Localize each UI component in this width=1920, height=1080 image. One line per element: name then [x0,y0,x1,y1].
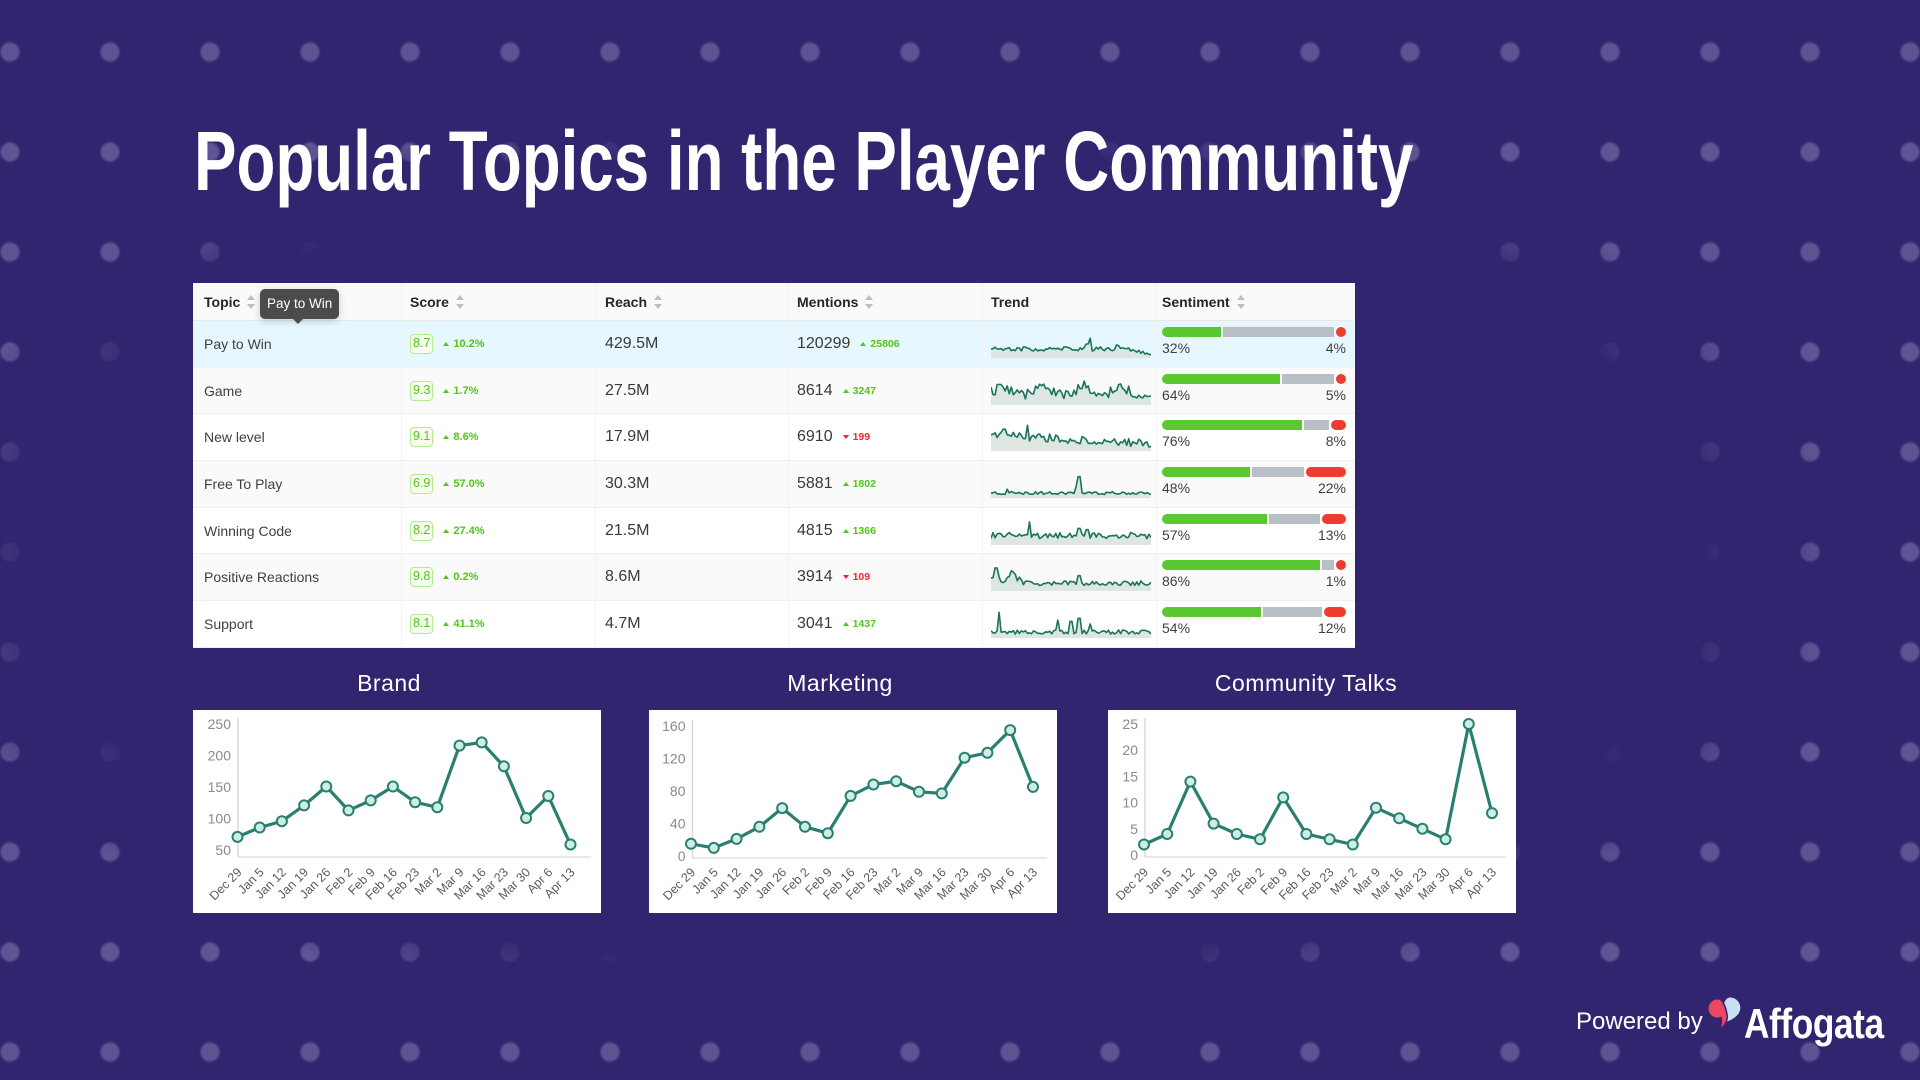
svg-text:120: 120 [662,751,686,767]
svg-text:20: 20 [1122,742,1138,758]
svg-text:10: 10 [1122,795,1138,811]
svg-text:200: 200 [208,748,232,764]
svg-text:0: 0 [1130,847,1138,863]
svg-text:160: 160 [662,718,686,734]
svg-text:0: 0 [678,848,686,864]
svg-text:50: 50 [215,842,231,858]
svg-text:250: 250 [208,716,232,732]
svg-text:5: 5 [1130,821,1138,837]
svg-text:100: 100 [208,811,232,827]
svg-text:80: 80 [670,783,686,799]
svg-text:150: 150 [208,779,232,795]
svg-text:15: 15 [1122,768,1138,784]
svg-text:25: 25 [1122,716,1138,732]
svg-text:40: 40 [670,816,686,832]
